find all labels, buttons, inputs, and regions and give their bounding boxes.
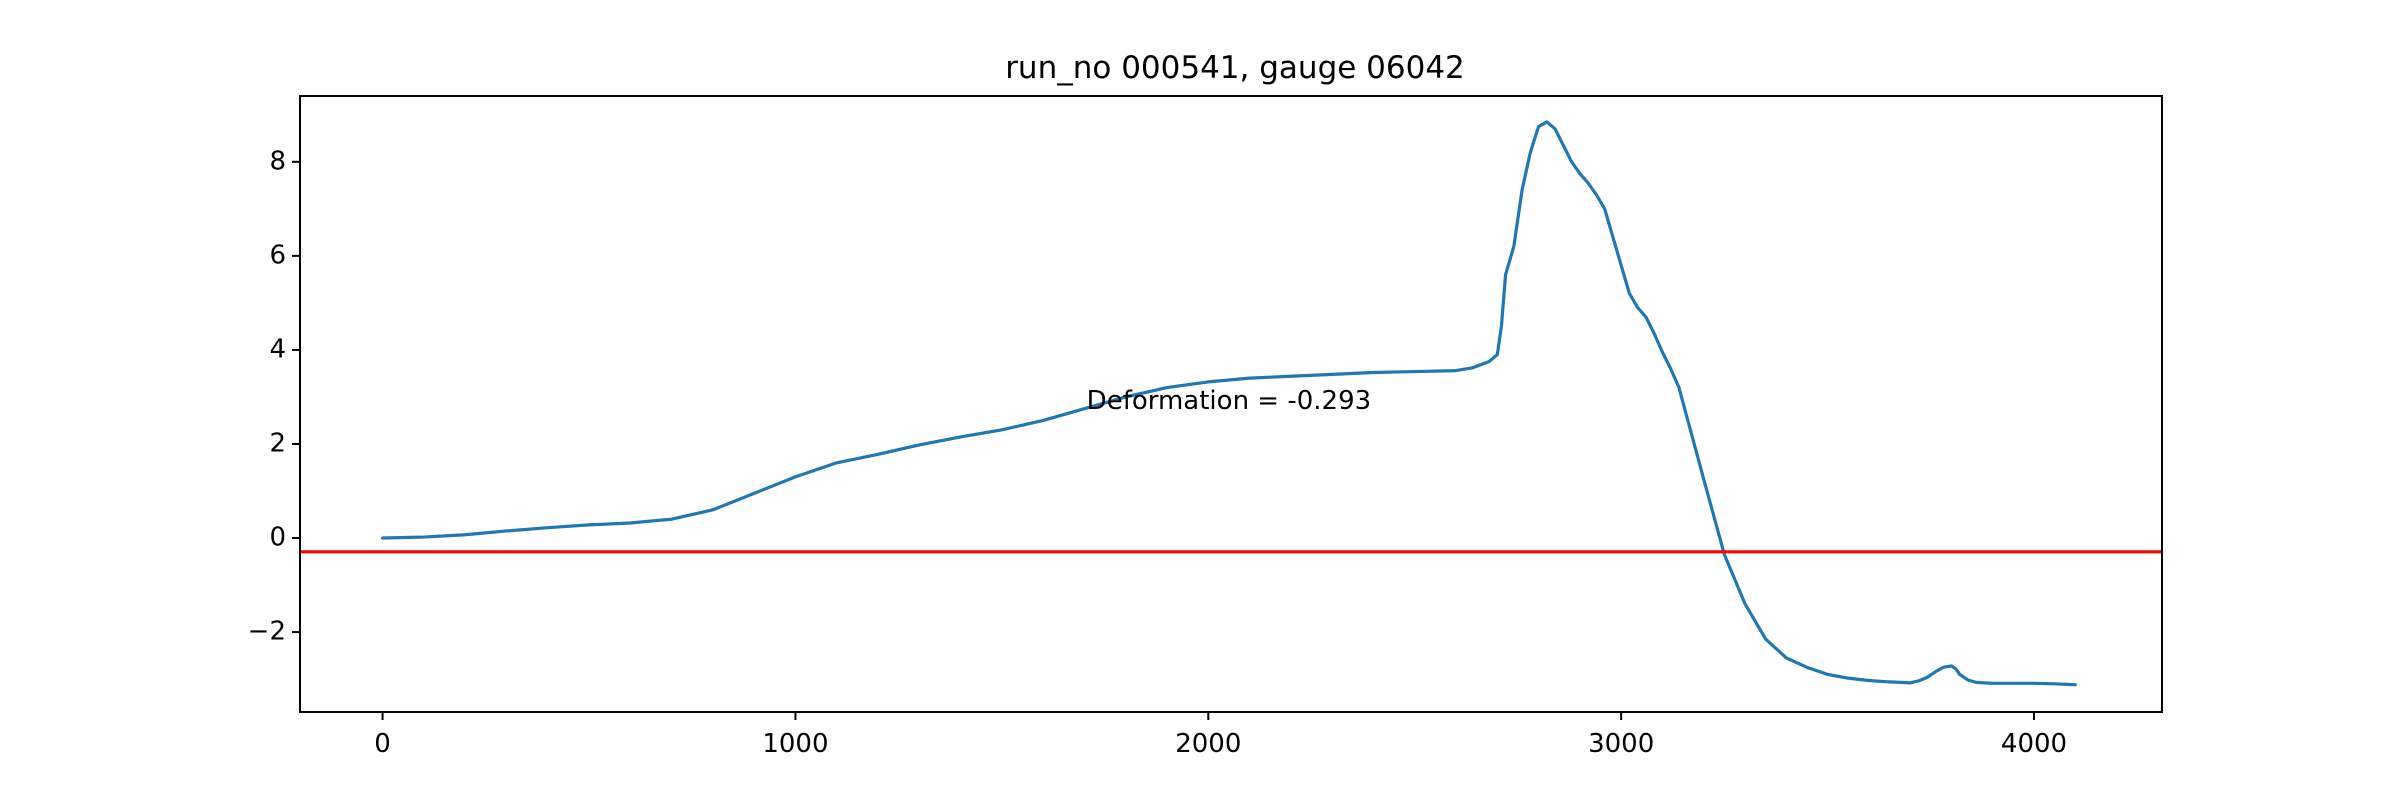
axes: 0 1000 2000 3000 4000 −2 0 2 4 6 8 (248, 95, 2163, 759)
y-tick-label: 0 (269, 523, 286, 553)
y-tick-label: 6 (269, 240, 286, 270)
x-tick-label: 1000 (762, 729, 828, 759)
x-tick-label: 2000 (1175, 729, 1241, 759)
y-tick-label: 8 (269, 146, 286, 176)
x-tick-label: 0 (374, 729, 391, 759)
y-tick-label: −2 (248, 617, 286, 647)
axes-frame (299, 95, 2163, 713)
chart-title: run_no 000541, gauge 06042 (1005, 50, 1465, 86)
x-tick-label: 3000 (1588, 729, 1654, 759)
deformation-annotation: Deformation = -0.293 (1087, 386, 1372, 416)
series-line-0 (380, 120, 2077, 687)
x-tick-label: 4000 (2001, 729, 2067, 759)
y-tick-label: 4 (269, 334, 286, 364)
plot-area (300, 120, 2162, 687)
y-tick-label: 2 (269, 428, 286, 458)
